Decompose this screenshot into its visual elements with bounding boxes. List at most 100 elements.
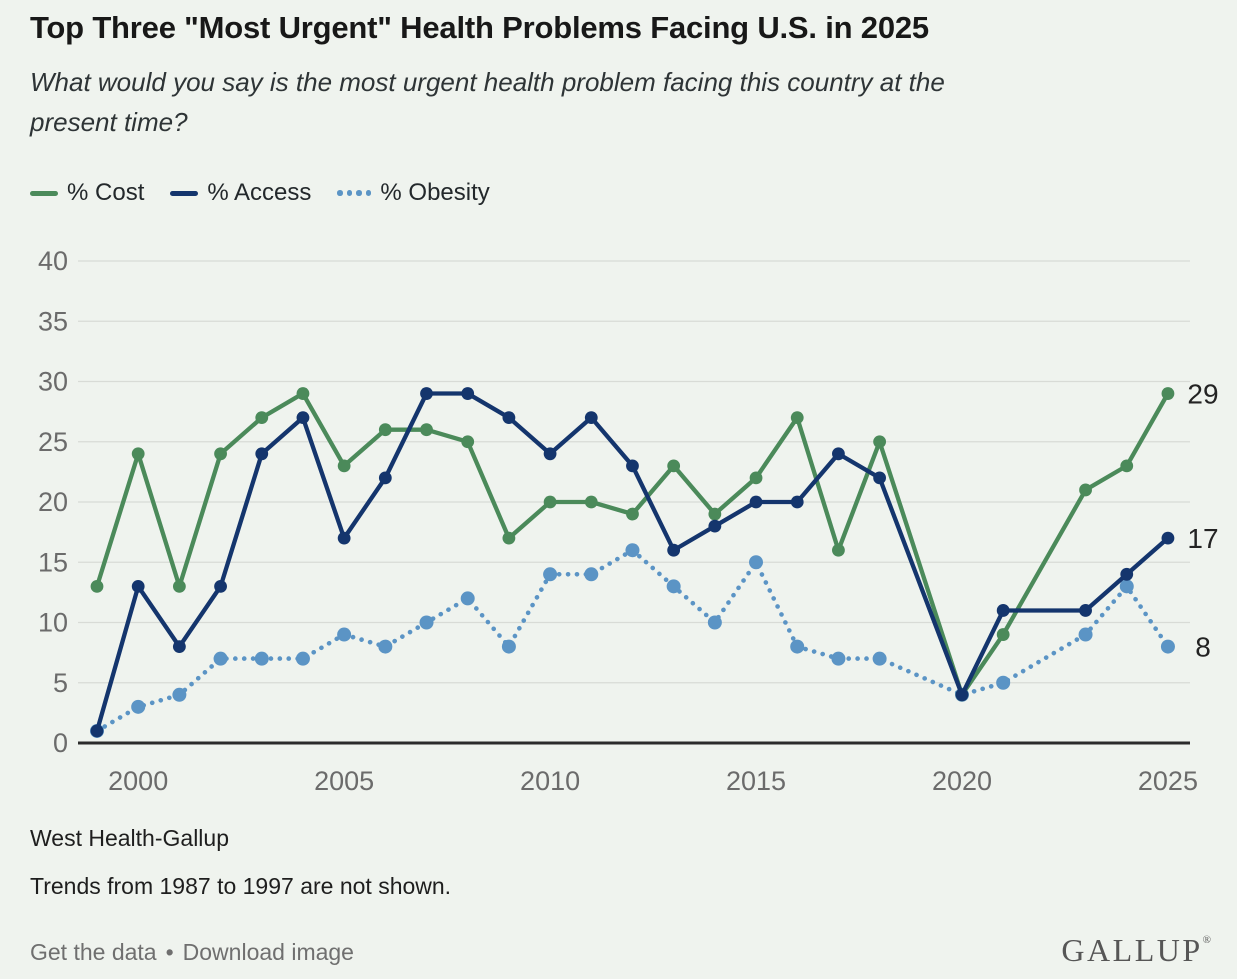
- data-point: [420, 423, 433, 437]
- data-point: [873, 435, 887, 449]
- y-tick-label: 30: [38, 367, 68, 397]
- download-image-link[interactable]: Download image: [182, 939, 354, 965]
- data-point: [996, 628, 1010, 641]
- data-point: [749, 555, 764, 570]
- data-point: [378, 639, 393, 654]
- legend-label-obesity: % Obesity: [380, 179, 490, 206]
- data-point: [172, 579, 186, 593]
- data-point: [831, 651, 846, 666]
- series-line-obesity: [94, 547, 1171, 734]
- data-point: [873, 471, 887, 485]
- trends-note: Trends from 1987 to 1997 are not shown.: [30, 873, 452, 899]
- end-value-label: 29: [1187, 379, 1218, 410]
- data-point: [337, 459, 351, 473]
- data-point: [502, 411, 516, 425]
- data-point: [1161, 531, 1175, 545]
- data-point: [378, 423, 392, 437]
- data-point: [625, 543, 640, 558]
- y-tick-label: 5: [53, 668, 68, 698]
- data-point: [502, 531, 516, 545]
- end-value-label: 17: [1187, 523, 1218, 554]
- data-point: [1120, 459, 1134, 473]
- y-tick-label: 10: [38, 608, 68, 638]
- get-the-data-link[interactable]: Get the data: [30, 939, 157, 965]
- data-point: [214, 447, 227, 461]
- data-point: [461, 387, 475, 400]
- data-point: [378, 471, 392, 485]
- data-point: [832, 543, 845, 557]
- x-tick-label: 2025: [1138, 766, 1198, 796]
- gallup-logo: GALLUP®: [1061, 932, 1211, 968]
- y-tick-label: 15: [38, 547, 68, 577]
- source-label: West Health-Gallup: [30, 825, 229, 851]
- data-point: [420, 387, 433, 400]
- data-point: [790, 639, 805, 654]
- data-point: [213, 651, 228, 666]
- data-point: [296, 387, 310, 400]
- data-point: [1161, 387, 1175, 400]
- data-point: [1160, 639, 1175, 654]
- data-point: [996, 604, 1010, 617]
- data-point: [667, 543, 681, 557]
- data-point: [214, 579, 227, 593]
- survey-question: What would you say is the most urgent he…: [30, 62, 1210, 142]
- footer-links: Get the data • Download image: [30, 939, 354, 966]
- y-tick-label: 25: [38, 427, 68, 457]
- data-point: [172, 640, 186, 653]
- x-tick-label: 2015: [726, 766, 786, 796]
- data-point: [1120, 567, 1134, 581]
- data-point: [131, 699, 146, 714]
- data-point: [131, 579, 145, 593]
- legend-label-access: % Access: [207, 179, 312, 206]
- data-point: [955, 688, 969, 702]
- data-point: [1079, 483, 1092, 497]
- y-tick-label: 40: [38, 246, 68, 276]
- legend-item-cost: % Cost: [30, 179, 144, 207]
- links-separator: •: [165, 939, 174, 965]
- data-point: [296, 411, 310, 425]
- data-point: [872, 651, 887, 666]
- legend-item-access: % Access: [170, 179, 311, 207]
- access-line-swatch-icon: [170, 190, 199, 196]
- data-point: [790, 495, 804, 509]
- legend-item-obesity: % Obesity: [337, 179, 490, 207]
- data-point: [1078, 627, 1093, 642]
- data-point: [172, 687, 187, 702]
- data-point: [707, 615, 722, 630]
- data-point: [667, 459, 681, 473]
- legend-label-cost: % Cost: [67, 179, 145, 206]
- survey-question-line1: What would you say is the most urgent he…: [30, 67, 945, 97]
- data-point: [749, 471, 763, 485]
- data-point: [790, 411, 804, 425]
- data-point: [1079, 604, 1092, 617]
- data-point: [543, 495, 557, 509]
- x-tick-label: 2005: [314, 766, 374, 796]
- end-value-label: 8: [1195, 632, 1211, 663]
- registered-mark: ®: [1202, 934, 1211, 946]
- data-point: [708, 519, 722, 533]
- data-point: [461, 435, 475, 449]
- cost-line-swatch-icon: [30, 190, 58, 196]
- data-point: [254, 651, 269, 666]
- y-tick-label: 35: [38, 306, 68, 336]
- data-point: [708, 507, 722, 521]
- data-point: [90, 579, 104, 593]
- survey-question-line2: present time?: [30, 107, 188, 137]
- data-point: [337, 531, 351, 545]
- data-point: [255, 447, 269, 461]
- x-tick-label: 2000: [108, 766, 168, 796]
- x-tick-label: 2020: [932, 766, 992, 796]
- data-point: [584, 411, 598, 425]
- data-point: [295, 651, 310, 666]
- data-point: [131, 447, 145, 461]
- page-title: Top Three "Most Urgent" Health Problems …: [30, 10, 929, 45]
- data-point: [832, 447, 845, 461]
- y-tick-label: 20: [38, 487, 68, 517]
- data-point: [584, 495, 598, 509]
- data-point: [666, 579, 681, 594]
- data-point: [255, 411, 269, 425]
- data-point: [584, 567, 599, 582]
- obesity-dotted-swatch-icon: [337, 190, 372, 196]
